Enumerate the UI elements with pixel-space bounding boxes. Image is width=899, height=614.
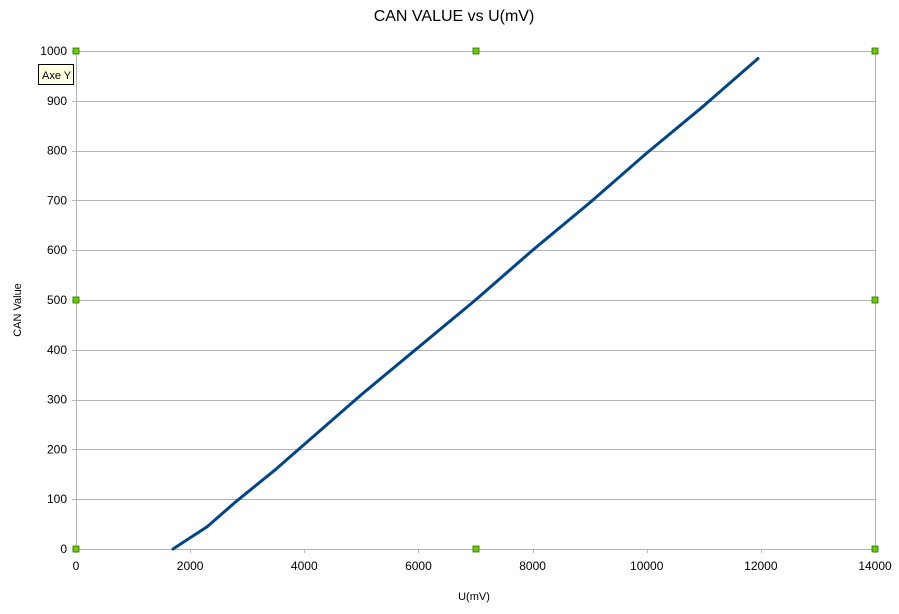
axis-tooltip: Axe Y	[38, 64, 74, 85]
y-tick-label: 900	[47, 94, 67, 108]
axis-tooltip-box	[38, 64, 74, 85]
y-tick-label: 100	[47, 492, 67, 506]
selection-handle[interactable]	[72, 545, 80, 553]
y-tick-label: 700	[47, 193, 67, 207]
y-tick-label: 600	[47, 243, 67, 257]
y-tick-label: 300	[47, 393, 67, 407]
x-tick-label: 10000	[630, 559, 664, 573]
selection-handle[interactable]	[871, 47, 879, 55]
x-tick-label: 6000	[405, 559, 432, 573]
y-tick-label: 1000	[40, 44, 67, 58]
x-tick-label: 8000	[519, 559, 546, 573]
x-tick-label: 4000	[291, 559, 318, 573]
selection-handle[interactable]	[871, 296, 879, 304]
y-tick-label: 500	[47, 293, 67, 307]
y-tick-label: 400	[47, 343, 67, 357]
series-line	[171, 57, 760, 551]
chart-title: CAN VALUE vs U(mV)	[374, 8, 535, 25]
x-tick-label: 2000	[177, 559, 204, 573]
x-axis-title: U(mV)	[458, 591, 490, 603]
x-tick-label: 14000	[858, 559, 892, 573]
selection-handle[interactable]	[472, 47, 480, 55]
y-tick-label: 0	[60, 542, 67, 556]
selection-handle[interactable]	[871, 545, 879, 553]
y-axis-title: CAN Value	[12, 283, 24, 337]
selection-handle[interactable]	[72, 47, 80, 55]
selection-handle[interactable]	[72, 296, 80, 304]
selection-handles[interactable]	[72, 47, 879, 553]
series-lines	[171, 57, 760, 551]
y-tick-label: 200	[47, 442, 67, 456]
axis-tooltip-text: Axe Y	[42, 70, 72, 82]
y-tick-label: 800	[47, 144, 67, 158]
x-tick-label: 0	[73, 559, 80, 573]
selection-handle[interactable]	[472, 545, 480, 553]
x-tick-label: 12000	[744, 559, 778, 573]
